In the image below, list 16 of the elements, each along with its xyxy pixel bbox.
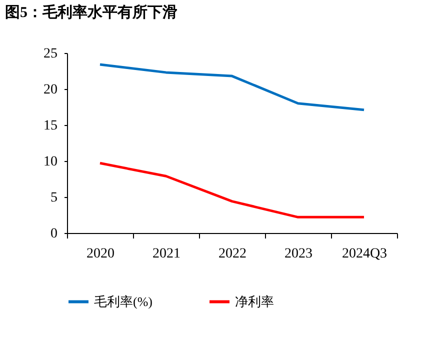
chart-title: 图5：毛利率水平有所下滑 <box>5 3 178 21</box>
line-series <box>98 63 366 112</box>
y-tick-label: 10 <box>44 154 58 170</box>
x-tick-label: 2023 <box>284 246 312 262</box>
x-tick-label: 2022 <box>218 246 246 262</box>
x-tick-label: 2021 <box>152 246 180 262</box>
line-series <box>98 162 366 218</box>
x-tick-label: 2024Q3 <box>342 246 388 262</box>
y-tick-label: 5 <box>50 190 58 206</box>
legend-label: 毛利率(%) <box>94 294 152 309</box>
x-tick-label: 2020 <box>86 246 114 262</box>
y-tick-label: 0 <box>50 226 58 242</box>
y-tick-label: 20 <box>44 82 58 98</box>
legend-label: 净利率 <box>235 294 274 309</box>
y-tick-label: 15 <box>44 118 58 134</box>
y-tick-label: 25 <box>44 46 58 62</box>
